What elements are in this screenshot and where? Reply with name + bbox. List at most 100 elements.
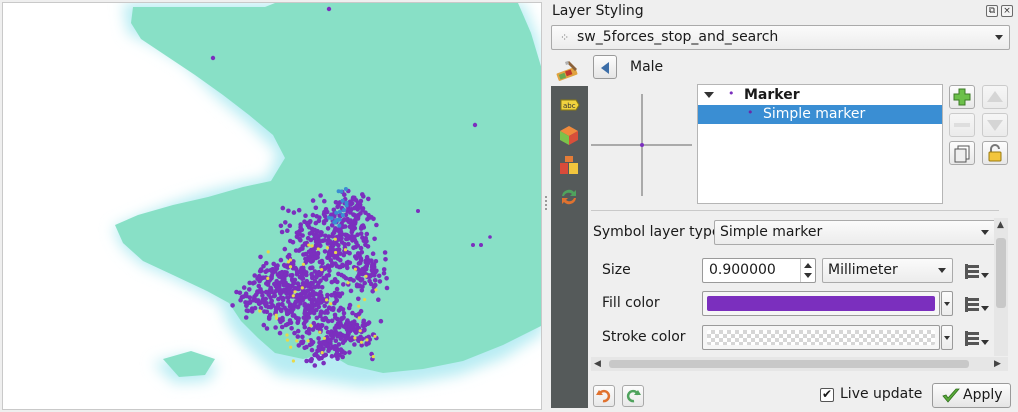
redo-button[interactable] bbox=[622, 385, 644, 407]
point-feature bbox=[323, 275, 328, 280]
spin-arrows[interactable] bbox=[800, 259, 815, 282]
point-feature bbox=[369, 214, 374, 220]
move-down-button[interactable] bbox=[982, 113, 1008, 137]
scroll-right-icon[interactable]: ▶ bbox=[994, 359, 1001, 369]
point-feature bbox=[338, 322, 344, 328]
point-feature bbox=[243, 315, 249, 320]
layer-selector[interactable]: ⁘ sw_5forces_stop_and_search bbox=[551, 25, 1010, 50]
dock-splitter[interactable] bbox=[543, 0, 549, 412]
point-feature bbox=[364, 274, 368, 278]
point-feature bbox=[287, 223, 293, 228]
point-feature bbox=[341, 252, 347, 258]
point-feature bbox=[277, 330, 283, 336]
tree-item-label: Marker bbox=[744, 87, 800, 103]
labels-icon[interactable]: abc bbox=[558, 94, 580, 116]
point-feature bbox=[350, 310, 355, 316]
point-feature bbox=[359, 288, 365, 293]
point-feature bbox=[367, 278, 372, 284]
point-feature bbox=[308, 358, 314, 364]
point-feature bbox=[343, 212, 349, 218]
point-feature bbox=[325, 226, 331, 231]
point-feature bbox=[302, 294, 308, 300]
point-feature bbox=[334, 286, 340, 292]
point-feature bbox=[358, 258, 364, 263]
point-feature bbox=[285, 338, 290, 342]
back-button[interactable] bbox=[593, 55, 617, 79]
point-feature bbox=[327, 239, 333, 244]
point-feature bbox=[309, 347, 315, 353]
vertical-scrollbar[interactable]: ▲ bbox=[994, 218, 1008, 356]
point-feature bbox=[295, 320, 301, 326]
point-feature bbox=[291, 294, 295, 298]
chevron-down-icon[interactable] bbox=[704, 92, 714, 98]
point-feature bbox=[332, 331, 338, 337]
3d-view-icon[interactable] bbox=[558, 124, 580, 146]
point-feature bbox=[302, 324, 308, 330]
point-feature bbox=[326, 252, 332, 258]
undo-button[interactable] bbox=[593, 385, 615, 407]
point-feature bbox=[358, 278, 364, 283]
size-unit-select[interactable]: Millimeter bbox=[822, 258, 953, 283]
diagrams-icon[interactable] bbox=[558, 154, 580, 176]
move-up-button[interactable] bbox=[982, 85, 1008, 109]
duplicate-symbol-layer-button[interactable] bbox=[949, 141, 975, 165]
data-defined-override-icon[interactable] bbox=[962, 293, 992, 317]
fill-color-button[interactable] bbox=[702, 291, 940, 316]
point-feature bbox=[258, 267, 264, 272]
point-feature bbox=[287, 304, 293, 309]
point-feature bbox=[338, 264, 343, 270]
tree-item-marker[interactable]: • Marker bbox=[698, 86, 942, 105]
remove-symbol-layer-button[interactable] bbox=[949, 113, 975, 137]
add-symbol-layer-button[interactable] bbox=[949, 85, 975, 109]
point-feature bbox=[315, 233, 320, 239]
point-feature bbox=[382, 250, 388, 255]
point-feature bbox=[274, 316, 279, 320]
point-feature bbox=[289, 345, 293, 349]
point-feature bbox=[241, 285, 247, 290]
point-feature bbox=[332, 228, 337, 234]
scroll-thumb[interactable] bbox=[609, 360, 969, 368]
tree-item-simple-marker[interactable]: • Simple marker bbox=[698, 105, 942, 124]
stroke-color-menu-button[interactable] bbox=[941, 325, 953, 350]
point-feature bbox=[353, 267, 357, 271]
float-icon[interactable]: ⧉ bbox=[986, 5, 998, 17]
horizontal-scrollbar[interactable]: ◀ ▶ bbox=[591, 357, 1008, 371]
stroke-color-button[interactable] bbox=[702, 325, 940, 350]
fill-color-menu-button[interactable] bbox=[941, 291, 953, 316]
size-spinbox[interactable]: 0.900000 bbox=[702, 258, 816, 283]
history-icon[interactable] bbox=[558, 186, 580, 208]
point-feature bbox=[295, 304, 301, 310]
point-feature bbox=[377, 279, 383, 284]
map-canvas[interactable] bbox=[2, 2, 542, 410]
point-feature bbox=[273, 325, 278, 330]
point-feature bbox=[287, 286, 293, 291]
point-feature bbox=[283, 272, 289, 278]
lock-layer-button[interactable] bbox=[982, 141, 1008, 165]
point-feature bbox=[329, 318, 335, 324]
point-feature bbox=[336, 291, 342, 297]
data-defined-override-icon[interactable] bbox=[962, 327, 992, 351]
layer-selector-value: sw_5forces_stop_and_search bbox=[577, 29, 779, 45]
point-feature bbox=[357, 316, 361, 320]
point-feature bbox=[273, 284, 279, 289]
apply-button[interactable]: Apply bbox=[932, 383, 1011, 408]
point-feature bbox=[352, 342, 357, 347]
scroll-left-icon[interactable]: ◀ bbox=[594, 359, 601, 369]
point-feature bbox=[264, 326, 270, 331]
point-feature bbox=[344, 236, 349, 242]
point-feature bbox=[312, 278, 318, 284]
symbol-layer-type-select[interactable]: Simple marker bbox=[714, 220, 996, 245]
paintbrush-icon[interactable] bbox=[555, 58, 581, 82]
point-feature bbox=[271, 261, 277, 267]
point-feature bbox=[325, 292, 330, 298]
live-update-checkbox[interactable]: ✔ bbox=[820, 387, 834, 402]
point-feature bbox=[268, 304, 274, 310]
point-feature bbox=[346, 281, 350, 285]
point-feature bbox=[363, 266, 369, 272]
point-feature bbox=[333, 220, 338, 225]
scroll-thumb[interactable] bbox=[996, 238, 1006, 308]
scroll-up-icon[interactable]: ▲ bbox=[997, 220, 1004, 230]
close-icon[interactable]: × bbox=[1001, 5, 1013, 17]
data-defined-override-icon[interactable] bbox=[962, 260, 992, 284]
point-feature bbox=[362, 280, 368, 286]
